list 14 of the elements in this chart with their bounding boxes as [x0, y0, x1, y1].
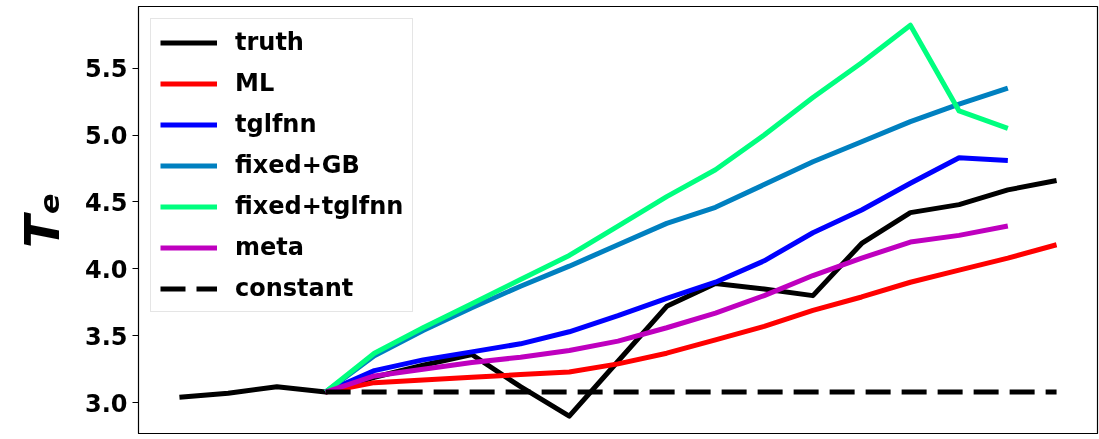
y-tick-label: 5.5 — [84, 55, 128, 84]
y-tick-label: 5.0 — [84, 122, 128, 150]
legend-label: fixed+GB — [235, 151, 360, 179]
legend-label: truth — [235, 28, 304, 56]
y-tick-label: 4.5 — [84, 188, 128, 217]
y-tick-label: 3.5 — [84, 322, 128, 351]
legend-label: fixed+tglfnn — [235, 192, 404, 220]
y-tick-label: 4.0 — [84, 255, 128, 284]
legend-label: meta — [235, 233, 304, 261]
legend-label: constant — [235, 274, 354, 302]
y-tick-label: 3.0 — [84, 389, 128, 418]
y-axis-title: Tₑ — [13, 192, 70, 248]
legend-label: ML — [235, 69, 275, 97]
legend-label: tglfnn — [235, 110, 317, 138]
